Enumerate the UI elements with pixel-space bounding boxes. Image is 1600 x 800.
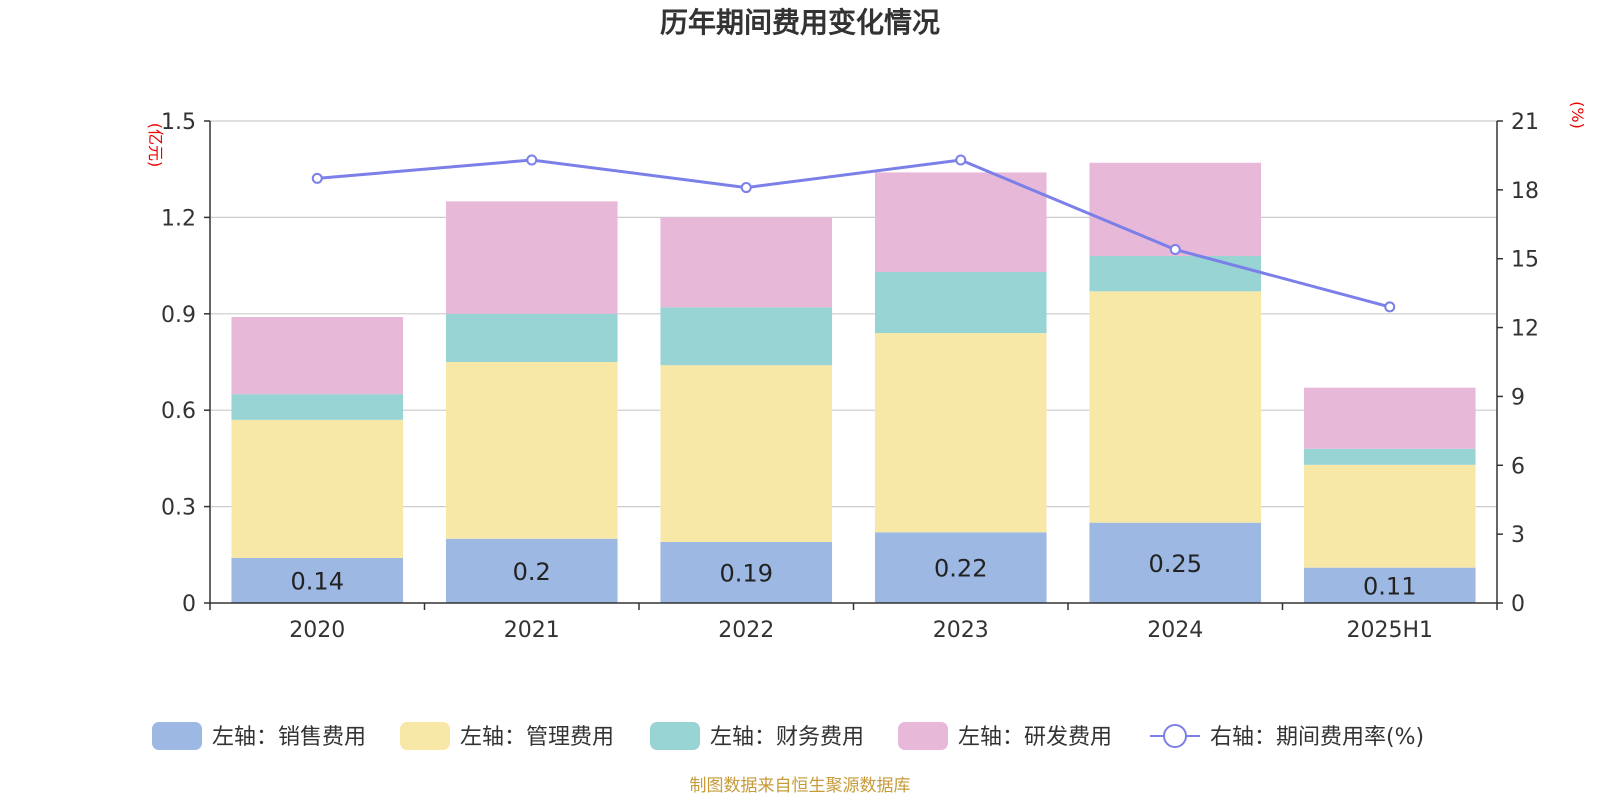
bar-segment bbox=[1089, 255, 1262, 292]
left-axis-tick-label: 0.3 bbox=[161, 496, 196, 521]
x-axis-tick-label: 2020 bbox=[289, 618, 345, 643]
data-label: 0.19 bbox=[720, 559, 773, 587]
bar-segment bbox=[1089, 291, 1262, 523]
data-label: 0.2 bbox=[513, 558, 551, 586]
bar-segment bbox=[445, 313, 618, 362]
x-axis-tick-label: 2025H1 bbox=[1346, 618, 1433, 643]
legend-label: 左轴：财务费用 bbox=[710, 725, 864, 750]
x-axis-tick-label: 2021 bbox=[504, 618, 560, 643]
series-line bbox=[317, 158, 1391, 309]
data-label: 0.25 bbox=[1149, 550, 1202, 578]
left-axis-unit: (亿元) bbox=[146, 123, 165, 168]
left-axis-tick-label: 1.5 bbox=[161, 110, 196, 135]
legend-label: 左轴：管理费用 bbox=[460, 725, 614, 750]
legend-marker bbox=[1163, 724, 1187, 748]
legend-label: 左轴：研发费用 bbox=[958, 725, 1112, 750]
bar-segment bbox=[660, 307, 833, 366]
line-series bbox=[311, 154, 1396, 313]
data-label: 0.11 bbox=[1363, 572, 1416, 600]
right-axis-tick-label: 6 bbox=[1511, 454, 1525, 479]
line-point bbox=[740, 182, 752, 194]
bar-segment bbox=[1089, 522, 1262, 603]
bar-segment bbox=[445, 538, 618, 603]
bar-series: 0.14 0.2 0.19 0.22 0.25 0.11 bbox=[231, 162, 1476, 603]
right-axis-tick-label: 21 bbox=[1511, 110, 1539, 135]
right-axis-tick-label: 9 bbox=[1511, 385, 1525, 410]
left-axis-tick-label: 0.9 bbox=[161, 303, 196, 328]
bar-segment bbox=[445, 362, 618, 539]
bar-segment bbox=[231, 394, 404, 420]
bar-segment bbox=[660, 541, 833, 603]
legend-label: 右轴：期间费用率(%) bbox=[1210, 725, 1424, 750]
left-axis-tick-label: 0 bbox=[182, 592, 196, 617]
legend-label: 左轴：销售费用 bbox=[212, 725, 366, 750]
bar-segment bbox=[874, 333, 1047, 533]
legend-swatch bbox=[898, 722, 948, 750]
x-axis-tick-label: 2023 bbox=[933, 618, 989, 643]
right-axis-unit: (%) bbox=[1568, 101, 1587, 129]
bar-segment bbox=[874, 532, 1047, 603]
bar-segment bbox=[1303, 567, 1476, 603]
line-point bbox=[1384, 301, 1396, 313]
line-point bbox=[1169, 244, 1181, 256]
data-label: 0.22 bbox=[934, 555, 987, 583]
bar-segment bbox=[231, 419, 404, 559]
bar-segment bbox=[1089, 162, 1262, 256]
legend-swatch bbox=[650, 722, 700, 750]
bar-segment bbox=[874, 172, 1047, 273]
bar-segment bbox=[874, 272, 1047, 334]
bar-segment bbox=[1303, 448, 1476, 465]
x-axis-tick-label: 2024 bbox=[1147, 618, 1203, 643]
legend-swatch bbox=[400, 722, 450, 750]
right-axis-tick-label: 3 bbox=[1511, 523, 1525, 548]
bar-segment bbox=[445, 201, 618, 314]
legend: 左轴：销售费用 左轴：管理费用 左轴：财务费用 左轴：研发费用 右轴：期间费用率(%) bbox=[152, 722, 1424, 750]
right-axis-tick-label: 18 bbox=[1511, 179, 1539, 204]
line-point bbox=[955, 154, 967, 166]
x-axis-tick-label: 2022 bbox=[718, 618, 774, 643]
right-axis-tick-label: 0 bbox=[1511, 592, 1525, 617]
source-note: 制图数据来自恒生聚源数据库 bbox=[690, 776, 911, 796]
bar-segment bbox=[231, 317, 404, 395]
axes: 0 0.3 0.6 0.9 1.2 1.5 0 3 6 9 12 15 18 21 2020 2021 2022… bbox=[161, 110, 1539, 643]
line-point bbox=[526, 154, 538, 166]
gridlines bbox=[210, 120, 1497, 508]
left-axis-tick-label: 1.2 bbox=[161, 206, 196, 231]
chart-title: 历年期间费用变化情况 bbox=[660, 6, 940, 39]
right-axis-tick-label: 15 bbox=[1511, 248, 1539, 273]
line-point bbox=[311, 172, 323, 184]
left-axis-tick-label: 0.6 bbox=[161, 399, 196, 424]
bar-segment bbox=[231, 558, 404, 603]
bar-segment bbox=[1303, 387, 1476, 449]
bar-segment bbox=[660, 217, 833, 308]
right-axis-tick-label: 12 bbox=[1511, 317, 1539, 342]
bar-segment bbox=[1303, 464, 1476, 568]
data-label: 0.14 bbox=[291, 568, 344, 596]
bar-segment bbox=[660, 365, 833, 542]
legend-swatch bbox=[152, 722, 202, 750]
